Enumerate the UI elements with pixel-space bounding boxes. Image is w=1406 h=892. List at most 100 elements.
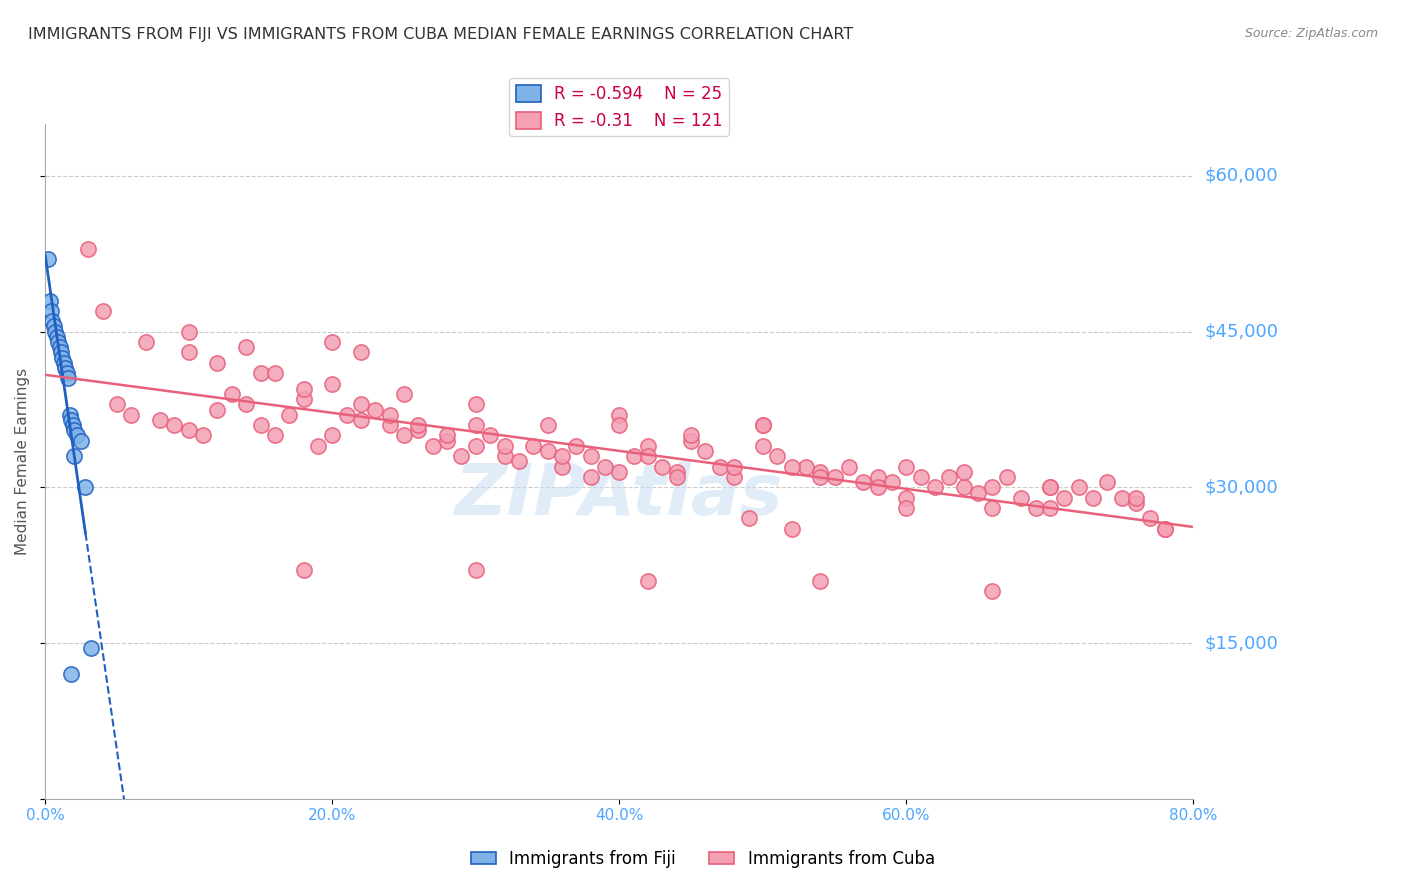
Point: [163, 418, 186, 433]
Point: [56, 366, 79, 380]
Point: [77, 242, 100, 256]
Point: [808, 574, 831, 588]
Point: [120, 408, 142, 422]
Point: [766, 449, 789, 463]
Point: [59, 408, 82, 422]
Point: [808, 465, 831, 479]
Point: [536, 444, 558, 458]
Point: [63, 423, 86, 437]
Point: [981, 584, 1004, 599]
Point: [981, 501, 1004, 516]
Point: [1039, 480, 1062, 494]
Point: [292, 382, 315, 396]
Point: [38, 293, 60, 308]
Point: [695, 444, 717, 458]
Point: [952, 465, 974, 479]
Point: [48, 340, 70, 354]
Point: [665, 465, 688, 479]
Point: [408, 418, 430, 433]
Point: [752, 418, 775, 433]
Point: [49, 345, 72, 359]
Text: Source: ZipAtlas.com: Source: ZipAtlas.com: [1244, 27, 1378, 40]
Point: [292, 563, 315, 577]
Point: [794, 459, 817, 474]
Point: [838, 459, 860, 474]
Point: [62, 418, 84, 433]
Point: [249, 366, 271, 380]
Point: [593, 459, 616, 474]
Point: [60, 413, 83, 427]
Point: [494, 439, 516, 453]
Y-axis label: Median Female Earnings: Median Female Earnings: [15, 368, 30, 555]
Point: [42, 319, 65, 334]
Point: [436, 434, 458, 448]
Point: [464, 418, 486, 433]
Point: [938, 470, 960, 484]
Point: [422, 439, 444, 453]
Point: [880, 475, 903, 490]
Text: $30,000: $30,000: [1205, 478, 1278, 496]
Point: [464, 397, 486, 411]
Point: [75, 480, 97, 494]
Point: [51, 351, 73, 365]
Point: [207, 402, 229, 417]
Legend: Immigrants from Fiji, Immigrants from Cuba: Immigrants from Fiji, Immigrants from Cu…: [464, 844, 942, 875]
Point: [1125, 496, 1147, 510]
Point: [45, 330, 67, 344]
Point: [995, 470, 1018, 484]
Point: [579, 449, 602, 463]
Point: [1125, 491, 1147, 505]
Point: [392, 428, 415, 442]
Point: [780, 522, 803, 536]
Point: [808, 470, 831, 484]
Point: [235, 340, 257, 354]
Point: [479, 428, 502, 442]
Point: [249, 418, 271, 433]
Point: [321, 376, 343, 391]
Point: [866, 480, 889, 494]
Point: [910, 470, 932, 484]
Point: [177, 345, 200, 359]
Point: [307, 439, 329, 453]
Point: [408, 423, 430, 437]
Point: [63, 449, 86, 463]
Point: [1153, 522, 1175, 536]
Point: [752, 418, 775, 433]
Point: [508, 454, 530, 468]
Point: [665, 470, 688, 484]
Point: [551, 449, 574, 463]
Point: [264, 428, 287, 442]
Point: [565, 439, 588, 453]
Point: [350, 397, 373, 411]
Point: [191, 428, 214, 442]
Point: [609, 465, 631, 479]
Point: [637, 449, 659, 463]
Point: [177, 325, 200, 339]
Point: [149, 413, 172, 427]
Point: [609, 418, 631, 433]
Point: [392, 387, 415, 401]
Point: [378, 408, 401, 422]
Text: $45,000: $45,000: [1205, 323, 1278, 341]
Point: [981, 480, 1004, 494]
Point: [177, 423, 200, 437]
Point: [824, 470, 846, 484]
Point: [70, 434, 93, 448]
Point: [1081, 491, 1104, 505]
Point: [207, 356, 229, 370]
Text: $15,000: $15,000: [1205, 634, 1278, 652]
Point: [967, 485, 990, 500]
Point: [579, 470, 602, 484]
Point: [264, 366, 287, 380]
Point: [637, 574, 659, 588]
Point: [350, 413, 373, 427]
Point: [1097, 475, 1119, 490]
Point: [37, 252, 59, 266]
Point: [321, 334, 343, 349]
Point: [378, 418, 401, 433]
Point: [852, 475, 875, 490]
Point: [46, 334, 69, 349]
Point: [1153, 522, 1175, 536]
Point: [1111, 491, 1133, 505]
Point: [44, 325, 66, 339]
